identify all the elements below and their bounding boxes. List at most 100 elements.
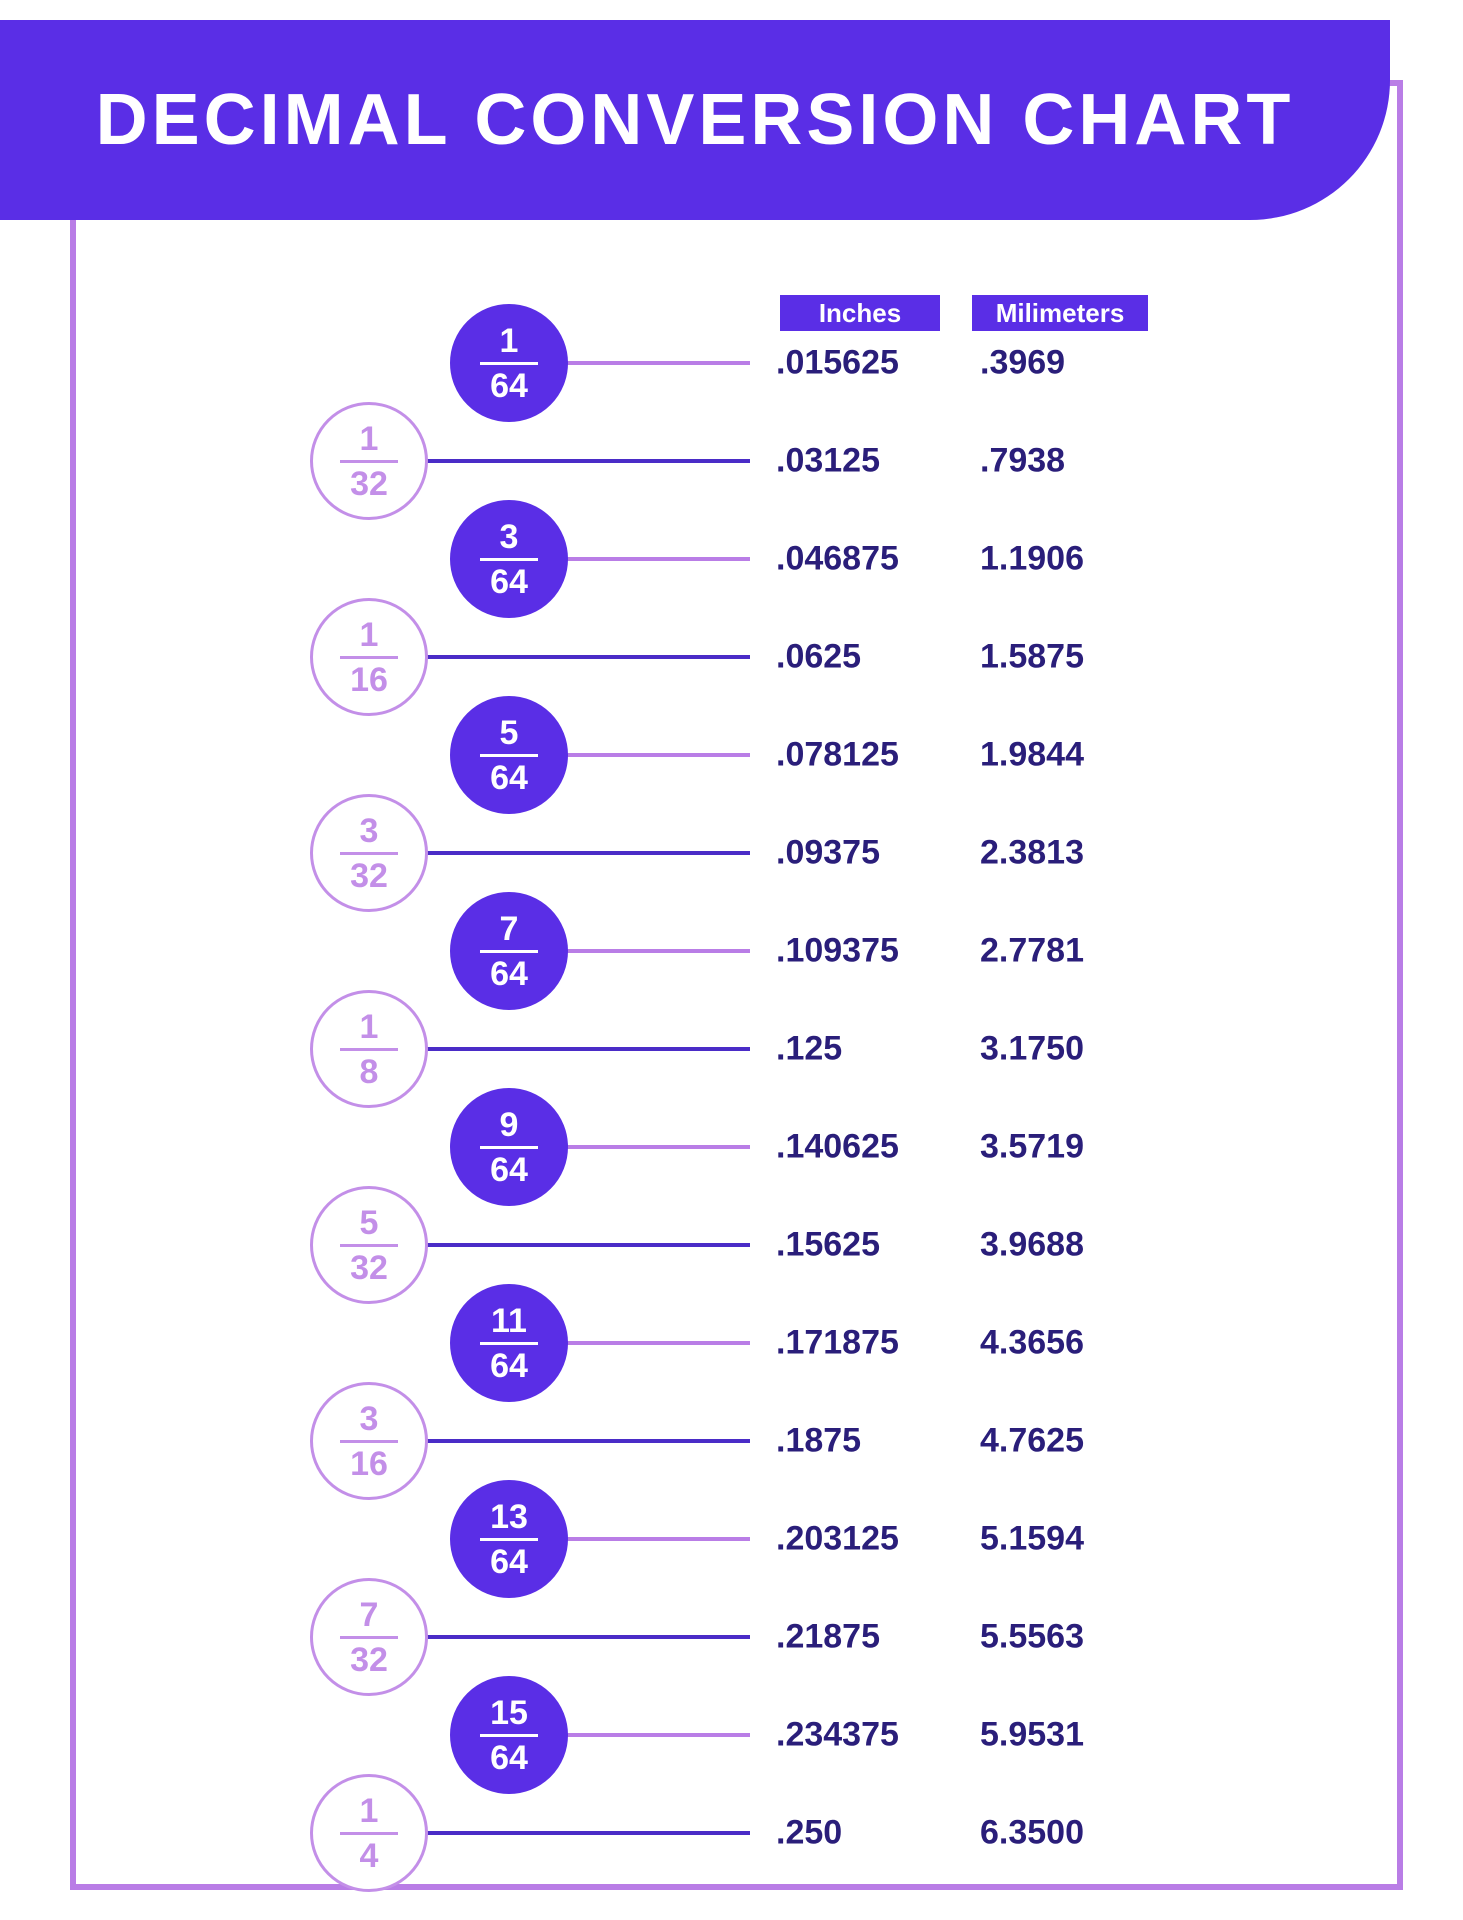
value-millimeters: 1.9844	[980, 736, 1084, 775]
header-banner: DECIMAL CONVERSION CHART	[0, 20, 1390, 220]
fraction-denominator: 32	[340, 1639, 398, 1677]
fraction-denominator: 32	[340, 463, 398, 501]
value-millimeters: 4.7625	[980, 1422, 1084, 1461]
value-millimeters: 5.5563	[980, 1618, 1084, 1657]
table-row: 532.156253.9688	[0, 1196, 1463, 1294]
fraction-circle: 14	[310, 1774, 428, 1892]
fraction: 564	[480, 716, 538, 795]
fraction: 164	[480, 324, 538, 403]
fraction: 14	[340, 1794, 398, 1873]
fraction-circle: 964	[450, 1088, 568, 1206]
value-millimeters: 1.5875	[980, 638, 1084, 677]
fraction-circle: 316	[310, 1382, 428, 1500]
fraction-numerator: 5	[340, 1206, 398, 1244]
value-millimeters: .3969	[980, 344, 1065, 383]
fraction-numerator: 3	[340, 814, 398, 852]
fraction-denominator: 16	[340, 1443, 398, 1481]
table-row: 164 .015625 .3969	[0, 314, 1463, 412]
table-row: 1164.1718754.3656	[0, 1294, 1463, 1392]
value-inches: .015625	[776, 344, 899, 383]
fraction-circle: 764	[450, 892, 568, 1010]
fraction: 1364	[480, 1500, 538, 1579]
fraction-numerator: 7	[480, 912, 538, 950]
value-millimeters: 2.3813	[980, 834, 1084, 873]
value-inches: .15625	[776, 1226, 880, 1265]
value-inches: .03125	[776, 442, 880, 481]
fraction-denominator: 64	[480, 757, 538, 795]
table-row: 1364 .203125 5.1594	[0, 1490, 1463, 1588]
fraction-denominator: 64	[480, 365, 538, 403]
table-row: 364 .046875 1.1906	[0, 510, 1463, 608]
value-millimeters: 3.1750	[980, 1030, 1084, 1069]
table-row: 132 .03125 .7938	[0, 412, 1463, 510]
value-inches: .234375	[776, 1716, 899, 1755]
table-row: 764.1093752.7781	[0, 902, 1463, 1000]
fraction: 18	[340, 1010, 398, 1089]
value-inches: .171875	[776, 1324, 899, 1363]
fraction-denominator: 32	[340, 1247, 398, 1285]
fraction-circle: 532	[310, 1186, 428, 1304]
fraction-numerator: 9	[480, 1108, 538, 1146]
table-row: 332 .09375 2.3813	[0, 804, 1463, 902]
fraction-circle: 732	[310, 1578, 428, 1696]
table-row: 18 .125 3.1750	[0, 1000, 1463, 1098]
fraction-numerator: 1	[340, 422, 398, 460]
fraction-numerator: 3	[480, 520, 538, 558]
fraction: 364	[480, 520, 538, 599]
table-row: 964 .140625 3.5719	[0, 1098, 1463, 1196]
fraction-circle: 1364	[450, 1480, 568, 1598]
fraction-denominator: 16	[340, 659, 398, 697]
value-inches: .21875	[776, 1618, 880, 1657]
value-inches: .09375	[776, 834, 880, 873]
fraction-circle: 1164	[450, 1284, 568, 1402]
value-millimeters: 3.5719	[980, 1128, 1084, 1167]
value-inches: .0625	[776, 638, 861, 677]
fraction-circle: 18	[310, 990, 428, 1108]
table-row: 564 .078125 1.9844	[0, 706, 1463, 804]
fraction-circle: 332	[310, 794, 428, 912]
fraction-circle: 116	[310, 598, 428, 716]
value-inches: .203125	[776, 1520, 899, 1559]
value-inches: .046875	[776, 540, 899, 579]
value-millimeters: .7938	[980, 442, 1065, 481]
fraction-circle: 564	[450, 696, 568, 814]
fraction-circle: 364	[450, 500, 568, 618]
value-inches: .1875	[776, 1422, 861, 1461]
fraction-numerator: 15	[480, 1696, 538, 1734]
value-inches: .078125	[776, 736, 899, 775]
page-title: DECIMAL CONVERSION CHART	[96, 79, 1295, 161]
fraction-denominator: 64	[480, 1345, 538, 1383]
value-inches: .125	[776, 1030, 842, 1069]
fraction: 532	[340, 1206, 398, 1285]
table-row: 14.2506.3500	[0, 1784, 1463, 1882]
fraction: 132	[340, 422, 398, 501]
fraction-numerator: 1	[480, 324, 538, 362]
fraction: 732	[340, 1598, 398, 1677]
value-inches: .109375	[776, 932, 899, 971]
fraction-numerator: 1	[340, 1010, 398, 1048]
value-millimeters: 1.1906	[980, 540, 1084, 579]
fraction-denominator: 8	[340, 1051, 398, 1089]
fraction-denominator: 64	[480, 1541, 538, 1579]
fraction-numerator: 1	[340, 1794, 398, 1832]
fraction-denominator: 32	[340, 855, 398, 893]
fraction-denominator: 64	[480, 1737, 538, 1775]
table-row: 1564.2343755.9531	[0, 1686, 1463, 1784]
value-millimeters: 5.1594	[980, 1520, 1084, 1559]
fraction: 116	[340, 618, 398, 697]
fraction-numerator: 5	[480, 716, 538, 754]
fraction: 316	[340, 1402, 398, 1481]
fraction-numerator: 1	[340, 618, 398, 656]
fraction-circle: 132	[310, 402, 428, 520]
fraction-denominator: 64	[480, 1149, 538, 1187]
fraction: 332	[340, 814, 398, 893]
fraction: 964	[480, 1108, 538, 1187]
value-millimeters: 6.3500	[980, 1814, 1084, 1853]
table-row: 732 .21875 5.5563	[0, 1588, 1463, 1686]
fraction: 1164	[480, 1304, 538, 1383]
value-inches: .140625	[776, 1128, 899, 1167]
table-row: 116 .0625 1.5875	[0, 608, 1463, 706]
fraction-numerator: 3	[340, 1402, 398, 1440]
table-row: 316 .1875 4.7625	[0, 1392, 1463, 1490]
fraction-numerator: 13	[480, 1500, 538, 1538]
